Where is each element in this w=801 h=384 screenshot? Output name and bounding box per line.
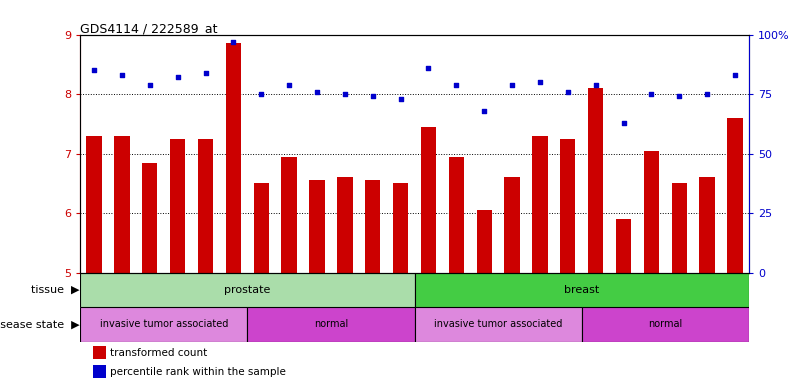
Point xyxy=(199,70,212,76)
Bar xyxy=(415,273,749,307)
Bar xyxy=(94,346,106,359)
Bar xyxy=(532,136,548,273)
Text: GDS4114 / 222589_at: GDS4114 / 222589_at xyxy=(80,22,218,35)
Bar xyxy=(248,307,415,342)
Point xyxy=(505,81,518,88)
Text: invasive tumor associated: invasive tumor associated xyxy=(99,319,228,329)
Bar xyxy=(644,151,659,273)
Point xyxy=(729,72,742,78)
Text: percentile rank within the sample: percentile rank within the sample xyxy=(111,367,286,377)
Bar xyxy=(477,210,492,273)
Bar xyxy=(365,180,380,273)
Point xyxy=(533,79,546,85)
Point xyxy=(645,91,658,97)
Point xyxy=(255,91,268,97)
Point xyxy=(339,91,352,97)
Point xyxy=(562,89,574,95)
Bar xyxy=(142,162,158,273)
Text: breast: breast xyxy=(564,285,599,295)
Bar xyxy=(115,136,130,273)
Bar xyxy=(449,157,464,273)
Point xyxy=(422,65,435,71)
Point xyxy=(311,89,324,95)
Point xyxy=(143,81,156,88)
Point xyxy=(394,96,407,102)
Bar xyxy=(170,139,185,273)
Point xyxy=(617,119,630,126)
Point xyxy=(115,72,128,78)
Point xyxy=(701,91,714,97)
Bar xyxy=(254,184,269,273)
Bar xyxy=(727,118,743,273)
Point xyxy=(171,74,184,81)
Point xyxy=(227,39,239,45)
Point xyxy=(590,81,602,88)
Point xyxy=(87,67,100,73)
Bar xyxy=(281,157,297,273)
Text: invasive tumor associated: invasive tumor associated xyxy=(434,319,562,329)
Bar xyxy=(80,307,248,342)
Bar xyxy=(337,177,352,273)
Bar xyxy=(699,177,714,273)
Bar xyxy=(582,307,749,342)
Text: tissue  ▶: tissue ▶ xyxy=(30,285,79,295)
Bar xyxy=(616,219,631,273)
Bar xyxy=(80,273,415,307)
Bar xyxy=(671,184,687,273)
Bar xyxy=(421,127,436,273)
Text: normal: normal xyxy=(648,319,682,329)
Text: prostate: prostate xyxy=(224,285,271,295)
Bar xyxy=(393,184,409,273)
Bar xyxy=(309,180,324,273)
Bar xyxy=(87,136,102,273)
Text: disease state  ▶: disease state ▶ xyxy=(0,319,79,329)
Bar xyxy=(505,177,520,273)
Bar xyxy=(198,139,213,273)
Point xyxy=(673,93,686,99)
Point xyxy=(283,81,296,88)
Point xyxy=(477,108,490,114)
Bar xyxy=(415,307,582,342)
Bar xyxy=(588,88,603,273)
Bar xyxy=(226,43,241,273)
Text: normal: normal xyxy=(314,319,348,329)
Point xyxy=(450,81,463,88)
Bar xyxy=(94,365,106,378)
Text: transformed count: transformed count xyxy=(111,348,207,358)
Point xyxy=(366,93,379,99)
Bar xyxy=(560,139,575,273)
